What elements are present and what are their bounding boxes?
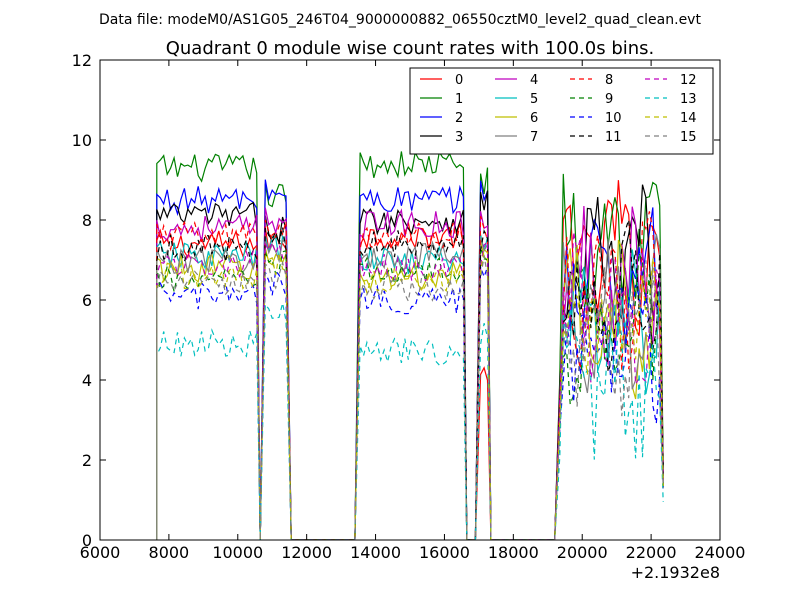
x-tick-label: 24000 <box>695 543 746 562</box>
y-tick-label: 6 <box>82 291 92 310</box>
y-tick-label: 0 <box>82 531 92 550</box>
legend-label: 9 <box>605 92 613 107</box>
series-line-12 <box>156 231 664 540</box>
y-tick-label: 4 <box>82 371 92 390</box>
x-axis: 6000 8000 10000 12000 14000 16000 18000 20000 22… <box>80 60 746 562</box>
legend-label: 12 <box>680 73 697 88</box>
chart-title: Quadrant 0 module wise count rates with … <box>166 38 655 59</box>
legend-label: 3 <box>455 130 463 145</box>
series-line-13 <box>156 302 664 540</box>
series-line-9 <box>156 247 664 540</box>
series-line-0 <box>156 180 664 540</box>
x-tick-label: 6000 <box>80 543 121 562</box>
series-line-3 <box>156 184 664 540</box>
series-lines <box>156 150 664 540</box>
y-tick-label: 10 <box>72 131 92 150</box>
legend-label: 8 <box>605 73 613 88</box>
x-tick-label: 8000 <box>149 543 190 562</box>
x-tick-label: 16000 <box>419 543 470 562</box>
legend-label: 4 <box>530 73 538 88</box>
legend-label: 6 <box>530 111 538 126</box>
legend-label: 5 <box>530 92 538 107</box>
legend-label: 0 <box>455 73 463 88</box>
legend-label: 15 <box>680 130 697 145</box>
legend-label: 1 <box>455 92 463 107</box>
y-tick-label: 2 <box>82 451 92 470</box>
legend-label: 10 <box>605 111 622 126</box>
series-line-5 <box>156 234 664 540</box>
y-tick-label: 8 <box>82 211 92 230</box>
series-line-10 <box>156 266 664 540</box>
legend-label: 14 <box>680 111 697 126</box>
x-tick-label: 22000 <box>626 543 677 562</box>
x-tick-label: 10000 <box>212 543 263 562</box>
legend-label: 7 <box>530 130 538 145</box>
legend-label: 11 <box>605 130 622 145</box>
x-tick-label: 20000 <box>557 543 608 562</box>
x-tick-label: 14000 <box>350 543 401 562</box>
legend-label: 2 <box>455 111 463 126</box>
y-tick-label: 12 <box>72 51 92 70</box>
series-line-15 <box>156 255 664 540</box>
x-offset-label: +2.1932e8 <box>631 563 720 582</box>
data-file-header: Data file: modeM0/AS1G05_246T04_90000008… <box>99 12 701 28</box>
legend-label: 13 <box>680 92 697 107</box>
legend-box <box>409 67 714 155</box>
series-line-11 <box>156 219 664 540</box>
x-tick-label: 12000 <box>281 543 332 562</box>
x-tick-label: 18000 <box>488 543 539 562</box>
